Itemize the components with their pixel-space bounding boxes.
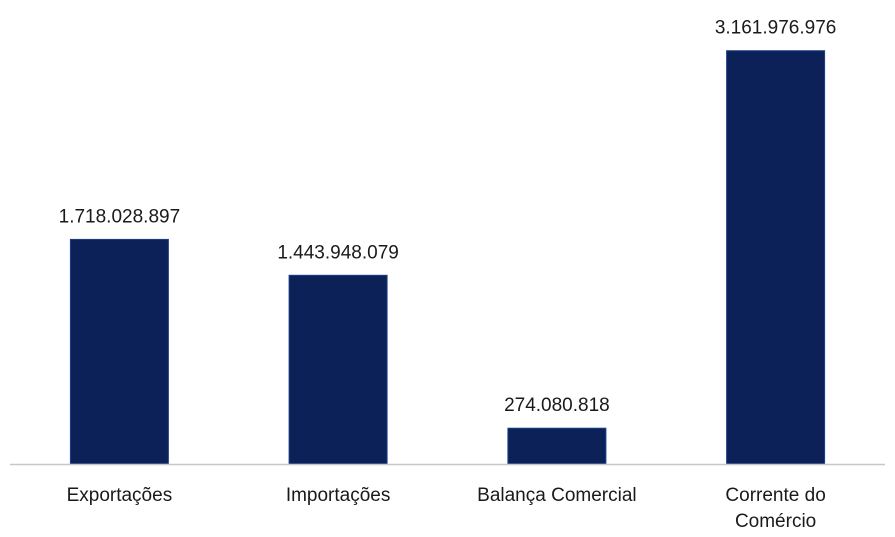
category-label-line: Exportações — [67, 485, 173, 506]
category-label-line: Comércio — [735, 511, 816, 532]
category-label-line: Balança Comercial — [477, 485, 636, 506]
bar-0 — [69, 238, 169, 465]
data-label-1: 1.443.948.079 — [277, 242, 399, 263]
bars-layer — [69, 50, 826, 465]
data-label-3: 3.161.976.976 — [715, 18, 837, 39]
value-labels-layer: 1.718.028.897 1.443.948.079 274.080.818 3.1… — [59, 18, 837, 417]
category-label-1: Importações — [286, 485, 391, 506]
data-label-0: 1.718.028.897 — [59, 206, 181, 227]
category-labels-layer: Exportações Importações Balança Comercial C… — [67, 485, 826, 532]
bar-2 — [507, 427, 607, 465]
category-label-2: Balança Comercial — [477, 485, 636, 506]
category-label-0: Exportações — [67, 485, 173, 506]
category-label-line: Corrente do — [725, 485, 825, 506]
bar-1 — [288, 274, 388, 465]
category-label-line: Importações — [286, 485, 391, 506]
bar-3 — [726, 50, 826, 465]
data-label-2: 274.080.818 — [504, 395, 610, 416]
category-label-3: Corrente do Comércio — [725, 485, 825, 532]
